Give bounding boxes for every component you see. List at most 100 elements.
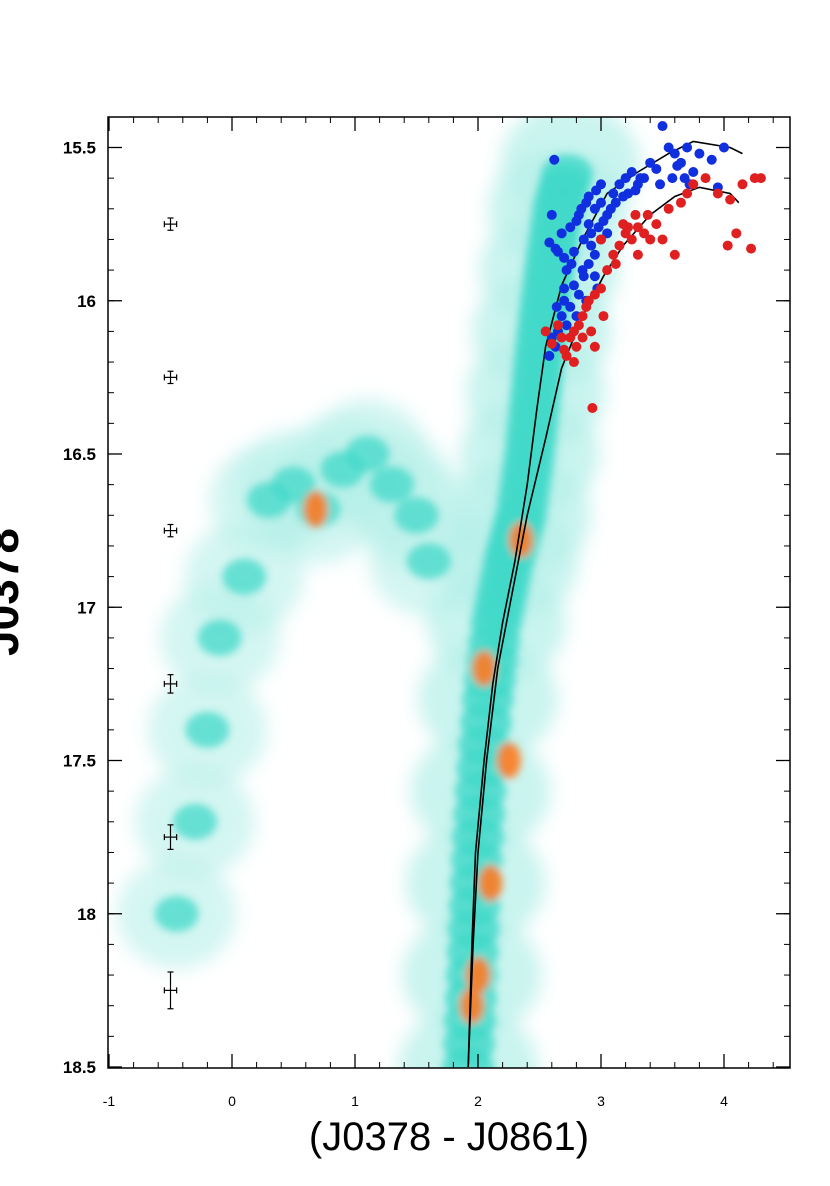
data-point [700,173,711,184]
data-point [583,191,594,202]
data-point [544,237,555,248]
density-core [345,436,390,472]
data-point [591,185,602,196]
data-point [610,258,621,269]
x-tick-label: 1 [351,1093,359,1109]
data-point [552,246,563,257]
y-tick-label: 17 [77,598,96,617]
data-point [682,142,693,153]
data-point [583,219,594,230]
data-point [586,240,597,251]
data-point [596,283,606,294]
data-point [586,228,597,239]
density-core [173,803,218,840]
data-point [630,209,641,220]
data-point [651,219,662,230]
error-bar [163,370,178,385]
data-point [667,173,678,184]
data-point [559,283,570,294]
data-point [669,148,680,159]
y-tick-label: 18.5 [63,1058,96,1077]
y-tick-label: 16.5 [63,445,96,464]
data-point [551,301,562,312]
density-hotspot [303,491,328,528]
data-point [706,154,717,165]
data-point [589,289,600,300]
data-point [688,179,699,190]
data-point [632,222,643,233]
density-core [406,543,451,580]
data-point [571,341,582,352]
data-point [546,338,557,349]
data-point [731,228,742,239]
data-point [630,185,641,196]
density-core [185,711,230,748]
data-point [755,173,766,184]
data-point [663,203,674,214]
density-core [222,558,267,595]
x-tick-label: 4 [720,1093,728,1109]
y-tick-label: 18 [77,905,96,924]
density-core [246,481,291,518]
data-point [672,160,683,171]
data-point [746,243,757,254]
data-point [694,148,705,159]
data-point [566,258,577,269]
data-point [598,311,609,322]
data-point [540,326,551,337]
data-point [587,403,598,414]
data-point [642,209,653,220]
data-point [610,197,621,208]
x-axis-label: (J0378 - J0861) [309,1115,589,1159]
data-point [632,249,643,260]
data-point [568,246,579,257]
data-point [602,228,613,239]
data-point [737,179,748,190]
data-point [645,234,656,245]
data-point [559,295,570,306]
data-point [645,157,656,168]
y-tick-label: 15.5 [63,139,96,158]
data-point [583,258,594,269]
data-point [549,154,560,165]
density-hotspot [509,521,534,558]
plot-frame [107,116,791,1069]
data-point [565,301,576,312]
x-tick-label: 0 [228,1093,236,1109]
data-point [626,167,637,178]
points-layer [540,121,766,414]
density-core [394,497,439,534]
data-point [552,320,563,331]
data-point [556,332,567,343]
data-point [544,350,555,361]
data-point [573,289,584,300]
data-point [602,265,613,276]
x-tick-label: 2 [474,1093,482,1109]
x-tick-label: 3 [597,1093,605,1109]
data-point [651,163,662,174]
error-bar-layer [163,217,178,1010]
density-hotspot [459,987,484,1024]
density-core [154,895,199,932]
data-point [608,188,619,199]
data-point [614,240,625,251]
data-point [568,357,579,368]
data-point [556,311,567,322]
data-point [655,179,666,190]
data-point [725,194,736,205]
y-tick-label: 16 [77,292,96,311]
data-point [688,167,699,178]
data-point [556,228,567,239]
data-point [589,203,600,214]
density-core [197,619,242,656]
density-hotspot [496,742,521,779]
axis-ticks: -1 0 1 2 3 4 15.5 16 16.5 17 17.5 18 18.5 [63,117,790,1109]
error-bar [163,971,178,1010]
data-point [669,249,680,260]
data-point [589,341,600,352]
data-point [596,197,606,208]
data-point [722,240,733,251]
data-point [657,121,668,132]
data-point [626,234,637,245]
